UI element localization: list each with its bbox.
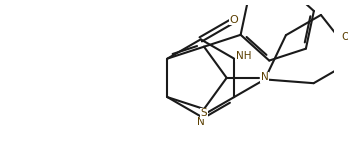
Text: O: O [341, 32, 348, 42]
Text: N: N [197, 117, 205, 127]
Text: O: O [230, 15, 238, 25]
Text: NH: NH [236, 52, 252, 61]
Text: S: S [201, 108, 207, 118]
Text: N: N [261, 72, 269, 82]
